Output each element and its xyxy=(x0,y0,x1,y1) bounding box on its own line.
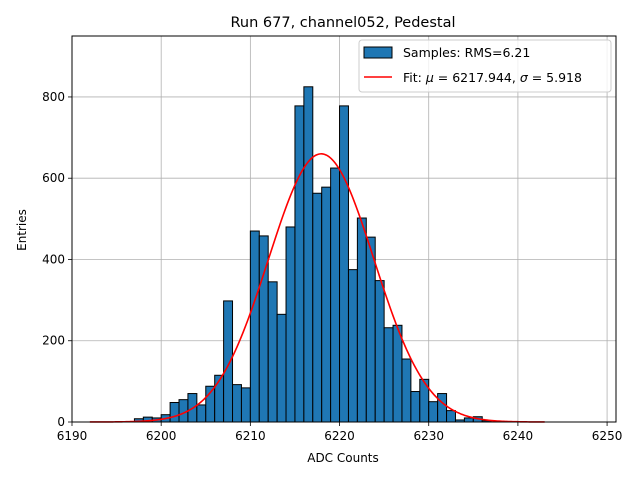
histogram-bar xyxy=(196,404,207,423)
histogram-bar xyxy=(446,410,456,423)
x-axis-label: ADC Counts xyxy=(307,451,379,465)
histogram-bar xyxy=(339,105,349,423)
legend-fit-prefix: Fit: xyxy=(403,70,426,85)
y-tick-label: 600 xyxy=(42,171,65,185)
histogram-bar xyxy=(285,226,296,423)
x-tick-label: 6210 xyxy=(235,429,266,443)
legend-box xyxy=(358,39,612,93)
gaussian-fit-curve xyxy=(89,153,545,423)
y-tick-label: 0 xyxy=(57,415,65,429)
x-tick-label: 6190 xyxy=(57,429,88,443)
histogram-bars xyxy=(133,86,492,423)
legend-samples-swatch xyxy=(363,46,393,59)
axes-frame xyxy=(71,35,617,423)
histogram-bar xyxy=(169,401,180,423)
chart-title: Run 677, channel052, Pedestal xyxy=(230,15,455,31)
histogram-bar xyxy=(240,387,251,423)
x-tick-label: 6230 xyxy=(413,429,444,443)
histogram-bar xyxy=(356,217,367,423)
histogram-bar xyxy=(321,186,332,423)
x-tick-label: 6220 xyxy=(324,429,355,443)
x-axis-ticks: 6190 6200 6210 6220 6230 6240 6250 xyxy=(57,422,623,443)
histogram-bar xyxy=(249,230,260,423)
y-axis-ticks: 0 200 400 600 800 xyxy=(42,90,72,429)
legend-fit-mu-value: = 6217.944, xyxy=(434,70,520,85)
legend-fit-sigma-value: = 5.918 xyxy=(528,70,582,85)
x-tick-label: 6240 xyxy=(503,429,534,443)
histogram-bar xyxy=(437,393,448,423)
histogram-bar xyxy=(223,300,234,423)
histogram-bar xyxy=(463,417,474,423)
histogram-bar xyxy=(347,269,358,423)
legend-samples-label: Samples: RMS=6.21 xyxy=(403,45,530,60)
histogram-bar xyxy=(374,280,385,423)
y-tick-label: 200 xyxy=(42,334,65,348)
y-tick-label: 800 xyxy=(42,90,65,104)
histogram-bar xyxy=(401,358,412,423)
legend-fit-sigma-symbol: σ xyxy=(520,70,529,85)
histogram-bar xyxy=(303,86,314,423)
histogram-bar xyxy=(330,167,341,423)
histogram-bar xyxy=(294,105,305,423)
histogram-bar xyxy=(365,236,376,423)
legend-fit-label: Fit: μ = 6217.944, σ = 5.918 xyxy=(403,70,582,85)
legend-fit-mu-symbol: μ xyxy=(425,70,434,85)
y-tick-label: 400 xyxy=(42,252,65,266)
x-tick-label: 6200 xyxy=(146,429,177,443)
histogram-bar xyxy=(312,192,323,423)
histogram-bar xyxy=(276,313,287,423)
x-tick-label: 6250 xyxy=(592,429,623,443)
legend: Samples: RMS=6.21 Fit: μ = 6217.944, σ =… xyxy=(358,39,612,93)
y-axis-label: Entries xyxy=(15,209,29,251)
histogram-bar xyxy=(232,384,242,423)
histogram-bar xyxy=(410,391,421,423)
histogram-bar xyxy=(214,374,225,423)
histogram-bar xyxy=(383,327,394,423)
histogram-bar xyxy=(392,324,403,423)
histogram-bar xyxy=(267,281,278,423)
histogram-bar xyxy=(428,401,439,423)
